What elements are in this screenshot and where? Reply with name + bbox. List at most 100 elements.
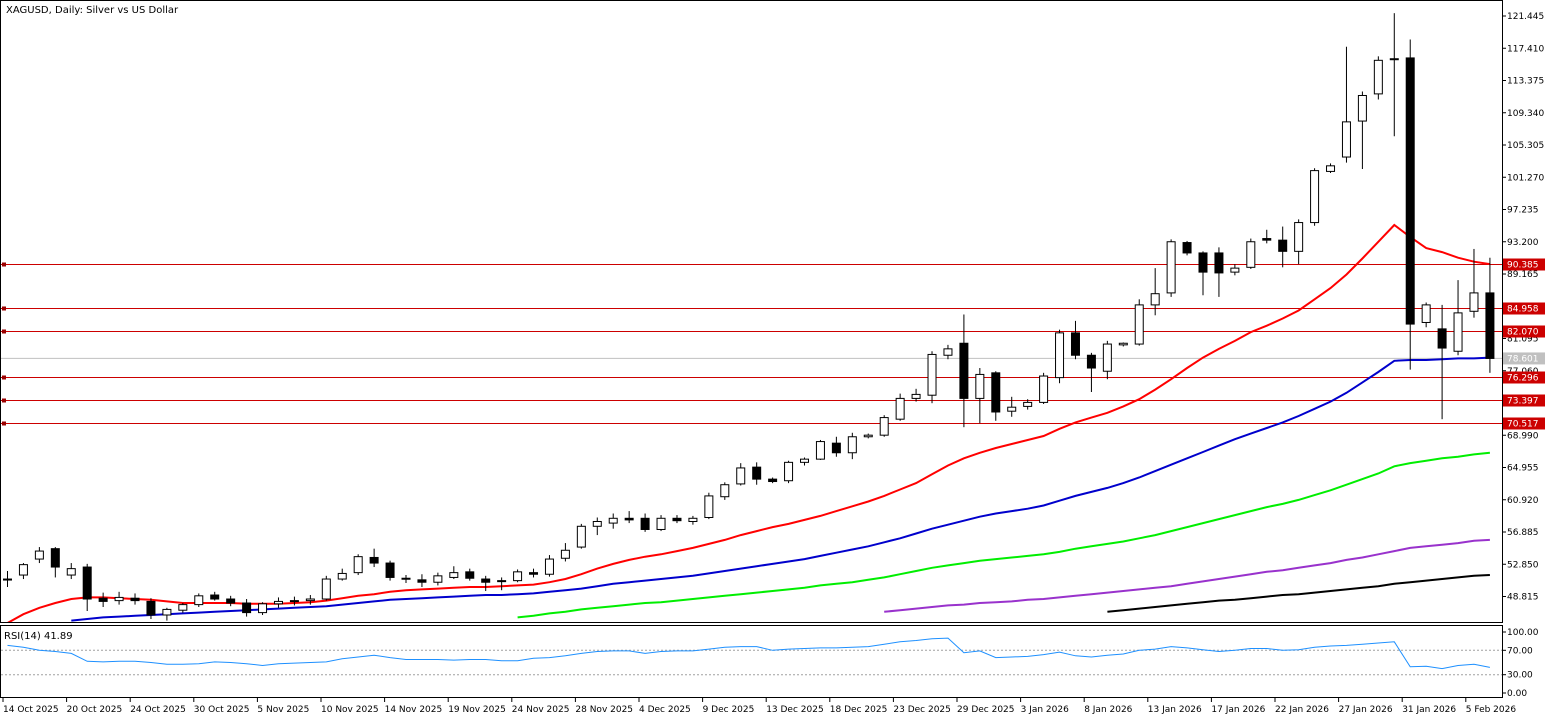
candlestick[interactable] bbox=[178, 603, 188, 613]
level-anchor-marker[interactable] bbox=[2, 421, 6, 426]
candlestick[interactable] bbox=[1294, 219, 1304, 265]
candlestick[interactable] bbox=[1341, 46, 1351, 163]
candlestick[interactable] bbox=[449, 566, 459, 580]
candlestick[interactable] bbox=[560, 543, 570, 562]
level-anchor-marker[interactable] bbox=[2, 306, 6, 311]
candlestick[interactable] bbox=[1326, 163, 1336, 174]
candlestick[interactable] bbox=[194, 593, 204, 608]
candlestick[interactable] bbox=[1007, 396, 1017, 417]
candlestick[interactable] bbox=[879, 415, 889, 437]
candlestick[interactable] bbox=[433, 572, 443, 586]
candlestick[interactable] bbox=[576, 523, 586, 549]
candlestick[interactable] bbox=[465, 568, 475, 581]
candlestick[interactable] bbox=[481, 575, 491, 592]
candlestick[interactable] bbox=[1198, 251, 1208, 296]
main-plot-area[interactable] bbox=[1, 13, 1502, 623]
candlestick[interactable] bbox=[1405, 39, 1415, 370]
candlestick[interactable] bbox=[130, 593, 140, 605]
candlestick[interactable] bbox=[82, 563, 92, 612]
level-anchor-marker[interactable] bbox=[2, 398, 6, 403]
candlestick[interactable] bbox=[1278, 226, 1288, 268]
candlestick[interactable] bbox=[688, 515, 698, 525]
candlestick[interactable] bbox=[242, 599, 252, 617]
candlestick[interactable] bbox=[321, 575, 331, 601]
candlestick[interactable] bbox=[369, 548, 379, 568]
candlestick[interactable] bbox=[1453, 280, 1463, 356]
candlestick[interactable] bbox=[895, 393, 905, 421]
candlestick[interactable] bbox=[385, 560, 395, 581]
candlestick[interactable] bbox=[50, 547, 60, 578]
candlestick[interactable] bbox=[863, 433, 873, 439]
candlestick[interactable] bbox=[353, 554, 363, 576]
candlestick[interactable] bbox=[800, 457, 809, 466]
candlestick[interactable] bbox=[1039, 372, 1049, 404]
candlestick[interactable] bbox=[34, 547, 44, 564]
candlestick[interactable] bbox=[608, 513, 618, 529]
candlestick[interactable] bbox=[1150, 268, 1160, 316]
candlestick[interactable] bbox=[1246, 238, 1256, 269]
candlestick[interactable] bbox=[1055, 329, 1065, 384]
candlestick[interactable] bbox=[624, 511, 634, 524]
candlestick[interactable] bbox=[146, 598, 156, 619]
candlestick[interactable] bbox=[1118, 342, 1128, 347]
candlestick[interactable] bbox=[736, 463, 746, 486]
candlestick[interactable] bbox=[1389, 13, 1399, 137]
candlestick[interactable] bbox=[258, 602, 268, 616]
candlestick[interactable] bbox=[3, 571, 12, 588]
candlestick[interactable] bbox=[1262, 229, 1272, 244]
candlestick[interactable] bbox=[752, 462, 762, 485]
candlestick[interactable] bbox=[1214, 247, 1224, 297]
candlestick[interactable] bbox=[975, 368, 985, 424]
candlestick[interactable] bbox=[1485, 257, 1495, 373]
candlestick[interactable] bbox=[640, 513, 650, 532]
candlestick[interactable] bbox=[544, 555, 554, 577]
level-anchor-marker[interactable] bbox=[2, 329, 6, 334]
candlestick[interactable] bbox=[289, 596, 299, 606]
candlestick[interactable] bbox=[1086, 352, 1096, 393]
candlestick[interactable] bbox=[1469, 248, 1479, 318]
candlestick[interactable] bbox=[401, 575, 411, 584]
candlestick[interactable] bbox=[337, 568, 347, 581]
level-anchor-marker[interactable] bbox=[2, 375, 6, 380]
candlestick[interactable] bbox=[1437, 304, 1447, 420]
candlestick[interactable] bbox=[417, 574, 427, 588]
candlestick[interactable] bbox=[114, 591, 124, 605]
candlestick[interactable] bbox=[1230, 264, 1240, 276]
candlestick[interactable] bbox=[1166, 239, 1176, 297]
candlestick[interactable] bbox=[210, 591, 220, 601]
candlestick[interactable] bbox=[66, 563, 76, 580]
candlestick[interactable] bbox=[720, 482, 730, 500]
candlestick[interactable] bbox=[273, 597, 283, 608]
candlestick[interactable] bbox=[704, 492, 714, 520]
candlestick[interactable] bbox=[831, 436, 841, 457]
candlestick[interactable] bbox=[1070, 320, 1080, 360]
candlestick[interactable] bbox=[1182, 240, 1192, 256]
candlestick[interactable] bbox=[943, 344, 953, 360]
candlestick[interactable] bbox=[959, 314, 969, 428]
candlestick[interactable] bbox=[672, 515, 682, 524]
candlestick[interactable] bbox=[768, 477, 778, 484]
candlestick[interactable] bbox=[1310, 168, 1320, 226]
candlestick[interactable] bbox=[911, 388, 921, 402]
candlestick[interactable] bbox=[497, 577, 507, 591]
candlestick[interactable] bbox=[784, 460, 794, 484]
candlestick[interactable] bbox=[1357, 91, 1367, 170]
candlestick[interactable] bbox=[529, 568, 539, 578]
candlestick[interactable] bbox=[1023, 399, 1033, 410]
candlestick[interactable] bbox=[991, 371, 1001, 421]
rsi-plot-area[interactable] bbox=[1, 637, 1502, 676]
candlestick[interactable] bbox=[815, 439, 825, 460]
candlestick[interactable] bbox=[513, 569, 523, 583]
candlestick[interactable] bbox=[1421, 302, 1431, 328]
candlestick[interactable] bbox=[18, 563, 28, 580]
candlestick[interactable] bbox=[98, 592, 108, 608]
candlestick[interactable] bbox=[1134, 299, 1144, 346]
candlestick[interactable] bbox=[656, 515, 666, 532]
level-anchor-marker[interactable] bbox=[2, 262, 6, 267]
candlestick[interactable] bbox=[927, 351, 937, 404]
candlestick[interactable] bbox=[592, 517, 602, 536]
candlestick[interactable] bbox=[162, 607, 172, 621]
candlestick[interactable] bbox=[305, 595, 315, 605]
candlestick[interactable] bbox=[1102, 340, 1112, 380]
